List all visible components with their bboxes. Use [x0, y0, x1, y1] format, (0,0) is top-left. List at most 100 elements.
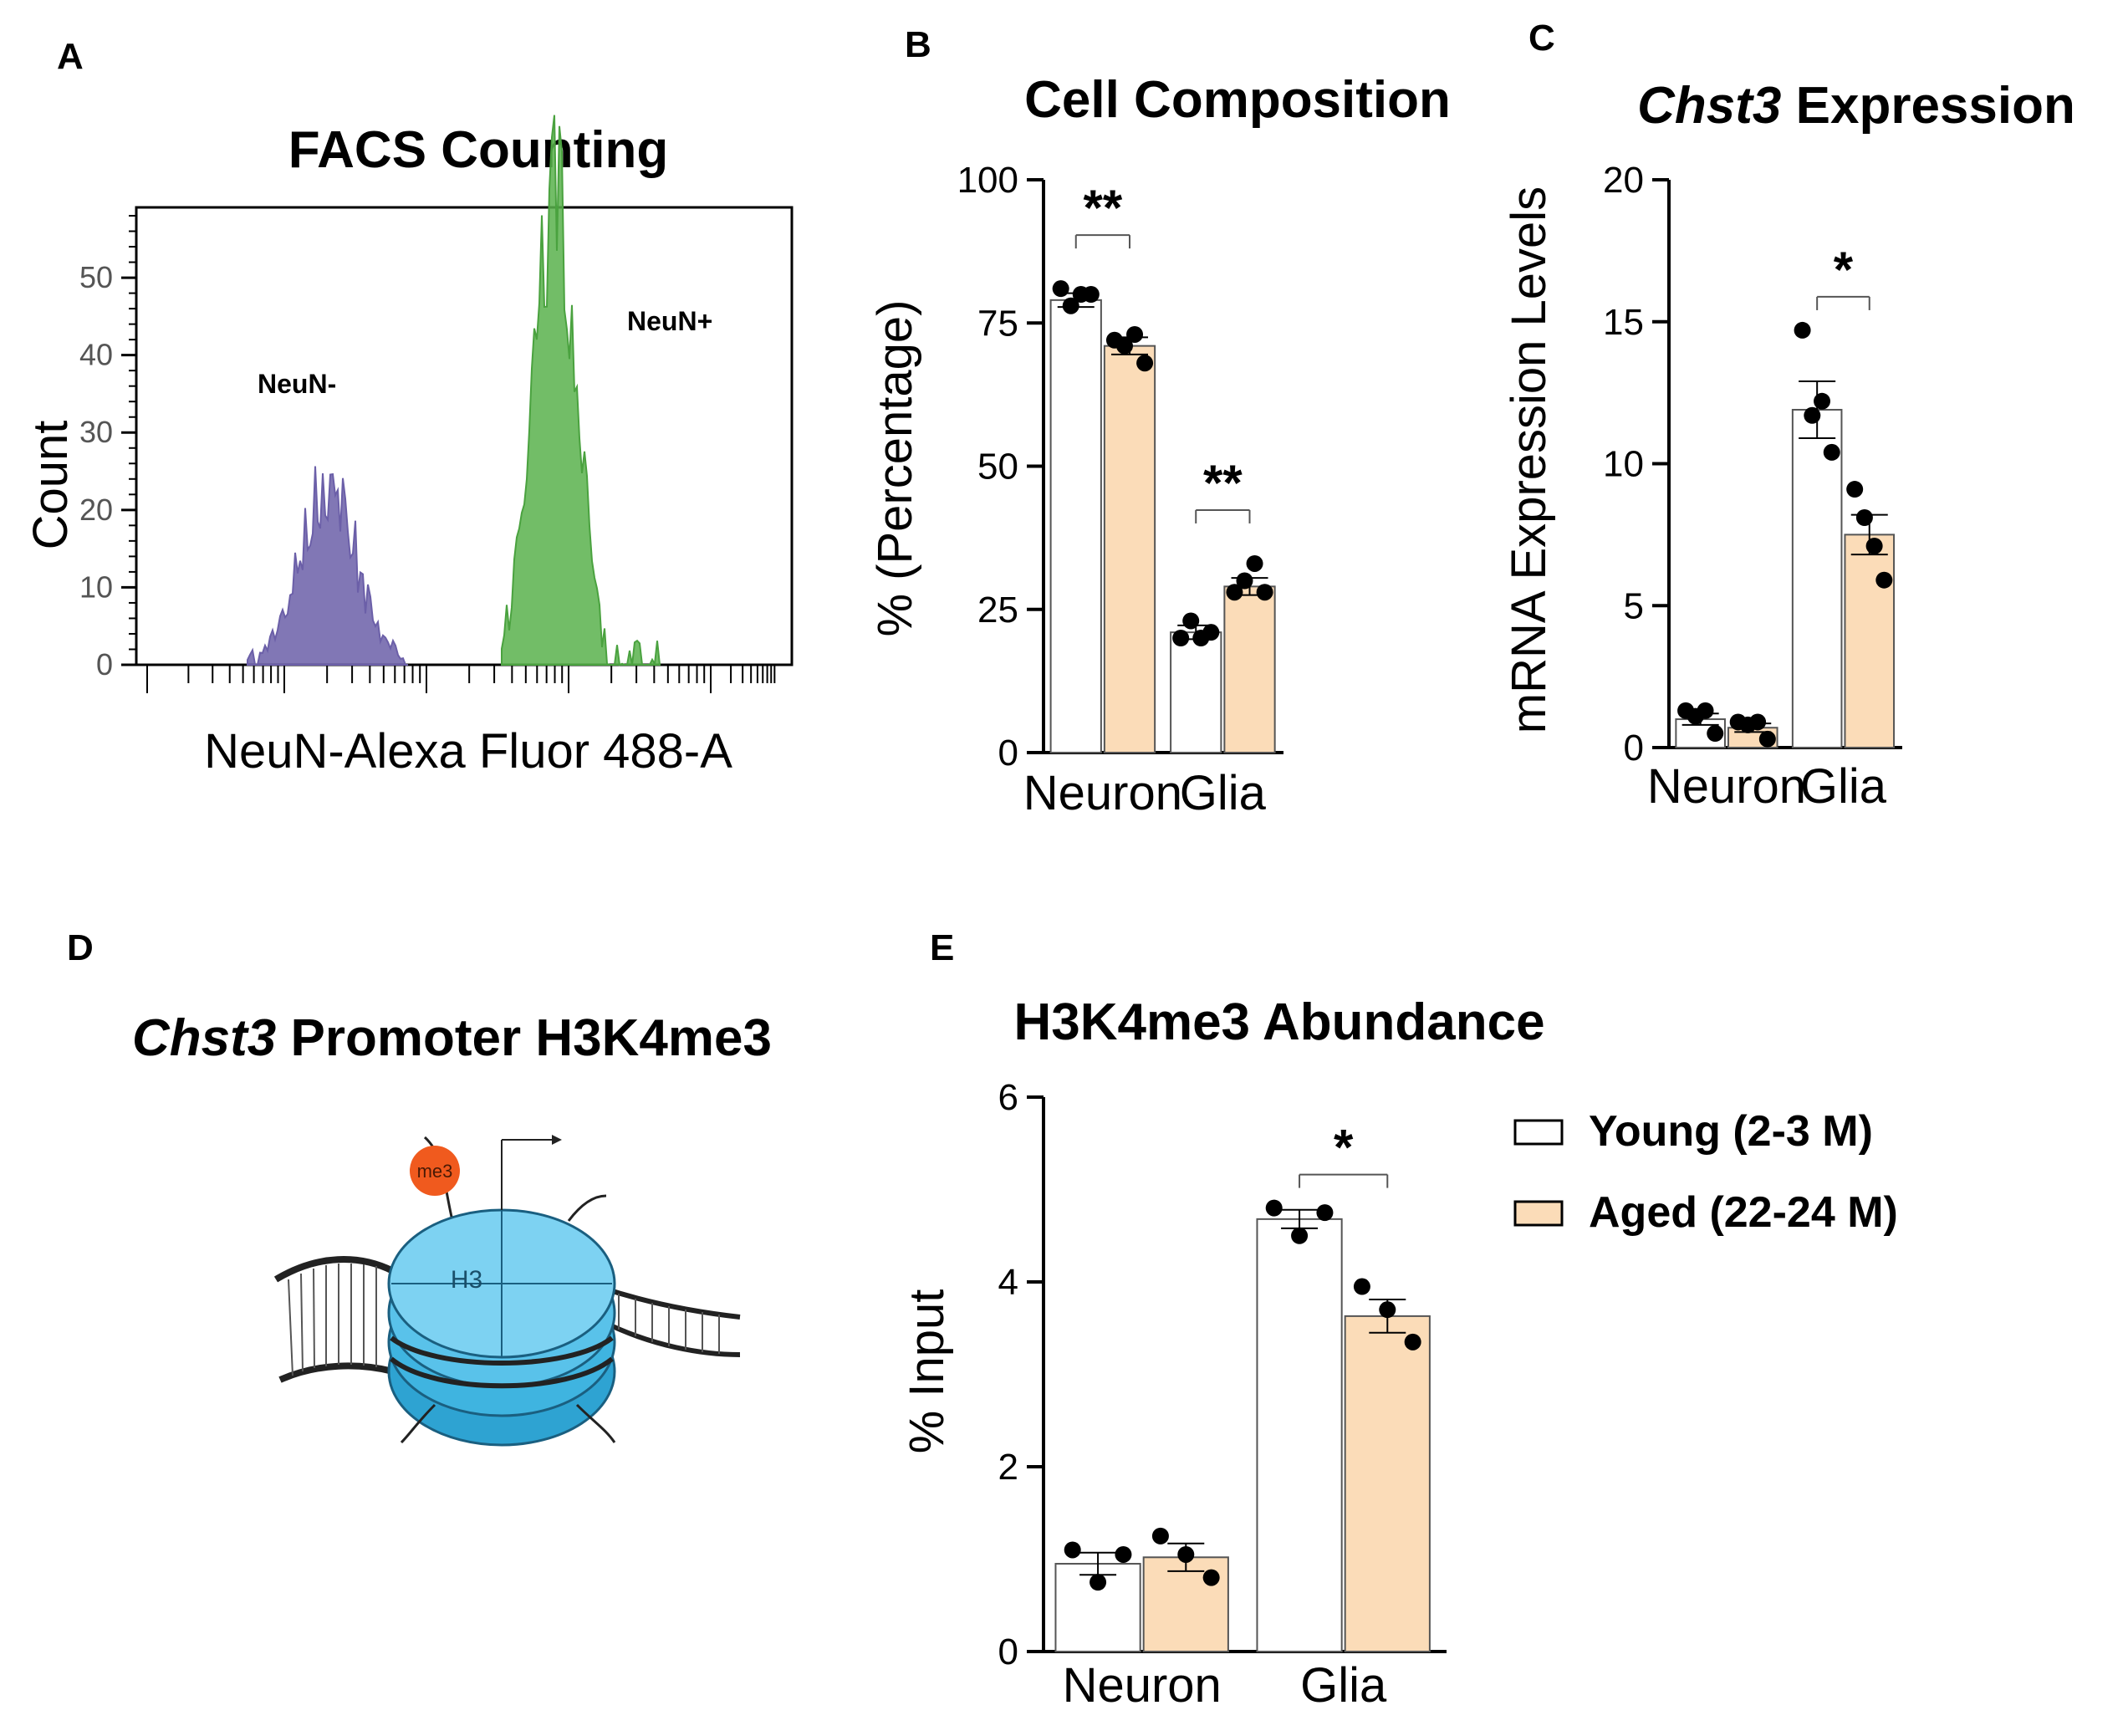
data-point — [1814, 392, 1831, 410]
y-axis-label: % (Percentage) — [868, 300, 922, 637]
data-point — [1136, 355, 1154, 372]
dna-wrap — [390, 1356, 614, 1389]
data-point — [1082, 286, 1100, 303]
data-point — [1177, 1545, 1195, 1563]
chart-title: H3K4me3 Abundance — [1013, 993, 1544, 1051]
y-tick-label: 0 — [998, 1631, 1018, 1672]
data-point — [1052, 280, 1069, 298]
significance-label: * — [1334, 1120, 1354, 1176]
x-category-label: Glia — [1300, 1658, 1387, 1713]
y-tick-label: 20 — [1603, 160, 1644, 201]
facs-y-axis: 0 10 20 30 40 50 — [79, 215, 136, 682]
h3-label: H3 — [451, 1266, 482, 1294]
panel-d-title-gene: Chst3 — [132, 1009, 276, 1067]
y-tick-label: 0 — [1624, 728, 1644, 768]
legend-label-aged: Aged (22-24 M) — [1589, 1188, 1898, 1237]
data-point — [1823, 443, 1840, 461]
dna-rungs — [288, 1264, 720, 1376]
panel-b-chart: B Cell Composition 0 25 50 75 100 % (Percentage… — [868, 24, 1451, 820]
facs-y-tick-label: 10 — [79, 569, 113, 604]
chart-title-text: Expression — [1781, 77, 2074, 135]
data-point — [1115, 1545, 1132, 1563]
legend: Young (2-3 M) Aged (22-24 M) — [1513, 1107, 1898, 1237]
chart-title-text: H3K4me3 Abundance — [1013, 993, 1544, 1051]
histone-tail — [400, 1403, 436, 1444]
y-axis-label: mRNA Expression Levels — [1502, 186, 1556, 733]
panel-d-title-rest: Promoter H3K4me3 — [276, 1009, 772, 1067]
panel-c-letter: C — [1528, 18, 1555, 59]
y-tick-label: 15 — [1603, 302, 1644, 343]
panel-d-letter: D — [67, 927, 94, 968]
bar-aged-glia — [1223, 585, 1276, 753]
chart-title-gene: Chst3 — [1637, 77, 1781, 135]
facs-y-axis-label: Count — [23, 421, 78, 550]
data-point — [1226, 584, 1243, 601]
data-point — [1236, 572, 1253, 590]
bar-young-glia — [1256, 1218, 1343, 1652]
data-point — [1846, 481, 1864, 498]
neun-positive-histogram — [501, 115, 661, 667]
bar-young-neuron — [1049, 299, 1102, 754]
facs-y-tick-label: 0 — [96, 647, 113, 682]
facs-y-tick-label: 20 — [79, 493, 113, 527]
chart-title: Cell Composition — [1024, 71, 1451, 129]
me3-label: me3 — [417, 1161, 453, 1182]
data-point — [1697, 702, 1714, 719]
neun-negative-label: NeuN- — [258, 369, 336, 399]
chart-title: Chst3 Expression — [1637, 77, 2075, 135]
bar-aged-glia — [1344, 1315, 1431, 1652]
legend-label-young: Young (2-3 M) — [1589, 1107, 1873, 1156]
data-point — [1202, 1569, 1220, 1586]
y-tick-label: 0 — [998, 733, 1018, 774]
panel-a-letter: A — [57, 36, 84, 77]
dna-strand — [273, 1256, 395, 1283]
y-tick-label: 100 — [957, 160, 1018, 201]
data-point — [1246, 554, 1263, 572]
neun-positive-label: NeuN+ — [627, 306, 712, 336]
legend-swatch-aged — [1513, 1200, 1564, 1227]
bar-aged-glia — [1844, 534, 1896, 748]
panel-d: D Chst3 Promoter H3K4me3 — [67, 927, 772, 1447]
histone-tail — [575, 1403, 616, 1443]
data-point — [1316, 1204, 1334, 1222]
nucleosome-illustration: me3 H3 — [273, 1135, 741, 1447]
tss-arrowhead-icon — [552, 1135, 562, 1145]
data-point — [1758, 730, 1776, 748]
y-tick-label: 75 — [977, 303, 1018, 344]
panel-e-letter: E — [930, 927, 954, 968]
dna-wrap — [390, 1335, 614, 1366]
data-point — [1126, 325, 1144, 343]
x-category-label: Glia — [1180, 766, 1267, 820]
histone-tail — [567, 1194, 607, 1222]
data-point — [1202, 624, 1220, 641]
me3-mark — [410, 1146, 460, 1196]
y-tick-label: 10 — [1603, 444, 1644, 485]
bar-young-glia — [1170, 631, 1222, 754]
panel-d-title: Chst3 Promoter H3K4me3 — [132, 1009, 772, 1067]
x-category-label: Neuron — [1647, 759, 1806, 814]
y-tick-label: 2 — [998, 1447, 1018, 1488]
significance-label: ** — [1084, 180, 1123, 236]
panel-b-letter: B — [905, 24, 931, 65]
y-tick-label: 25 — [977, 590, 1018, 631]
facs-x-axis-label: NeuN-Alexa Fluor 488-A — [204, 724, 732, 779]
x-category-label: Glia — [1800, 759, 1887, 814]
y-tick-label: 50 — [977, 447, 1018, 488]
y-tick-label: 5 — [1624, 585, 1644, 626]
y-tick-label: 6 — [998, 1077, 1018, 1118]
neun-negative-histogram — [247, 466, 408, 666]
data-point — [1855, 509, 1873, 527]
data-point — [1865, 537, 1883, 554]
data-point — [1064, 1541, 1081, 1559]
data-point — [1256, 584, 1273, 601]
data-point — [1265, 1199, 1283, 1217]
panel-c-chart: C Chst3 Expression 0 5 10 15 20 mRNA Expression… — [1502, 18, 2075, 814]
x-category-label: Neuron — [1023, 766, 1182, 820]
x-category-label: Neuron — [1063, 1658, 1222, 1713]
data-point — [1090, 1574, 1107, 1591]
panel-a-title: FACS Counting — [288, 121, 669, 179]
data-point — [1151, 1527, 1169, 1545]
chart-title-text: Cell Composition — [1024, 71, 1451, 129]
dna-strand — [601, 1285, 741, 1320]
